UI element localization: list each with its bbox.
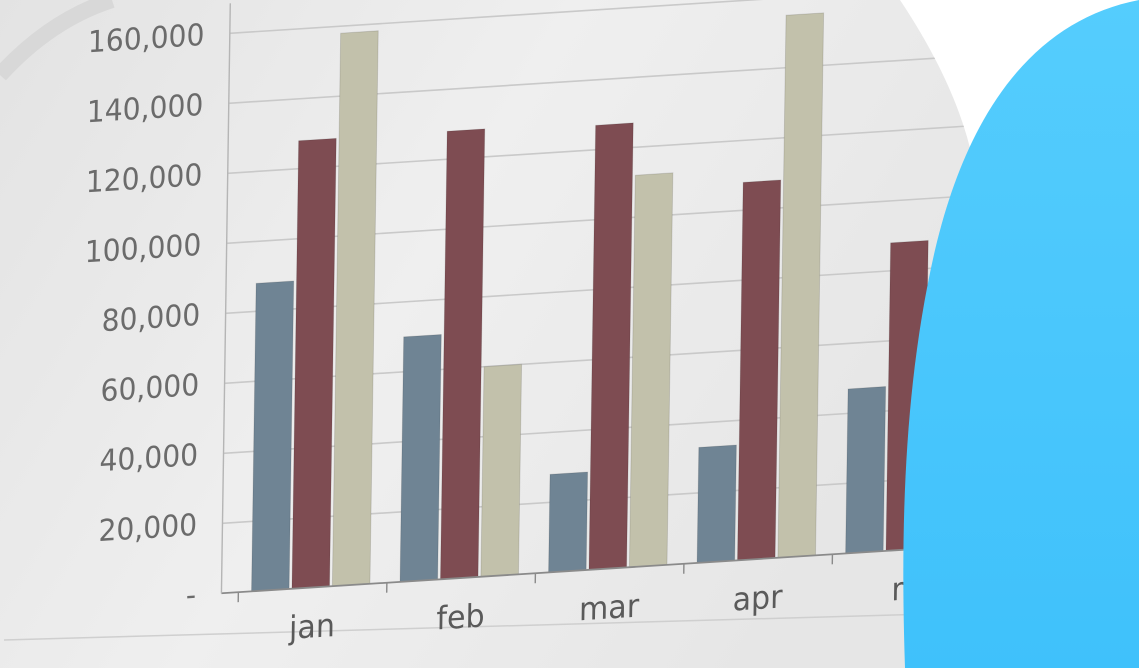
- bar: [588, 122, 634, 571]
- bar: [251, 280, 295, 592]
- y-tick-label: 80,000: [101, 297, 200, 338]
- gridline: [229, 0, 971, 35]
- bar: [331, 30, 379, 587]
- chart-paper: - 20,000 40,000 60,000 80,000 100,000 120,000 1…: [0, 0, 978, 668]
- x-tick-label: apr: [732, 579, 783, 619]
- blue-accent-shape: [903, 0, 1139, 668]
- bar: [777, 12, 825, 559]
- bar: [845, 386, 887, 554]
- y-tick-label: 60,000: [100, 367, 199, 408]
- page-curl-shadow: [0, 0, 115, 81]
- bar: [548, 471, 589, 573]
- x-axis-ticks: [237, 554, 834, 603]
- x-tick-label: jan: [288, 607, 335, 647]
- paper-lower-rule: [3, 611, 978, 641]
- y-tick-label: 100,000: [84, 227, 201, 269]
- x-tick-label: mar: [579, 588, 640, 629]
- y-tick-label: 40,000: [99, 437, 198, 478]
- y-tick-label: 140,000: [87, 87, 204, 129]
- y-tick-label: 20,000: [98, 507, 197, 548]
- x-axis-line: [221, 545, 963, 595]
- x-tick-label: feb: [436, 598, 485, 638]
- bar: [439, 128, 486, 580]
- bar: [628, 172, 674, 568]
- y-tick-label: 120,000: [86, 157, 203, 199]
- y-tick-label: -: [186, 577, 197, 613]
- bar: [696, 444, 737, 564]
- y-axis-line: [220, 3, 231, 594]
- bar: [291, 137, 337, 590]
- bar: [737, 179, 782, 561]
- y-axis-tick-labels: - 20,000 40,000 60,000 80,000 100,000 120,000 1…: [84, 17, 205, 613]
- bar: [399, 333, 442, 583]
- plot-area: - 20,000 40,000 60,000 80,000 100,000 120,000 1…: [84, 0, 971, 647]
- y-tick-label: 160,000: [88, 17, 205, 59]
- bar: [480, 363, 523, 578]
